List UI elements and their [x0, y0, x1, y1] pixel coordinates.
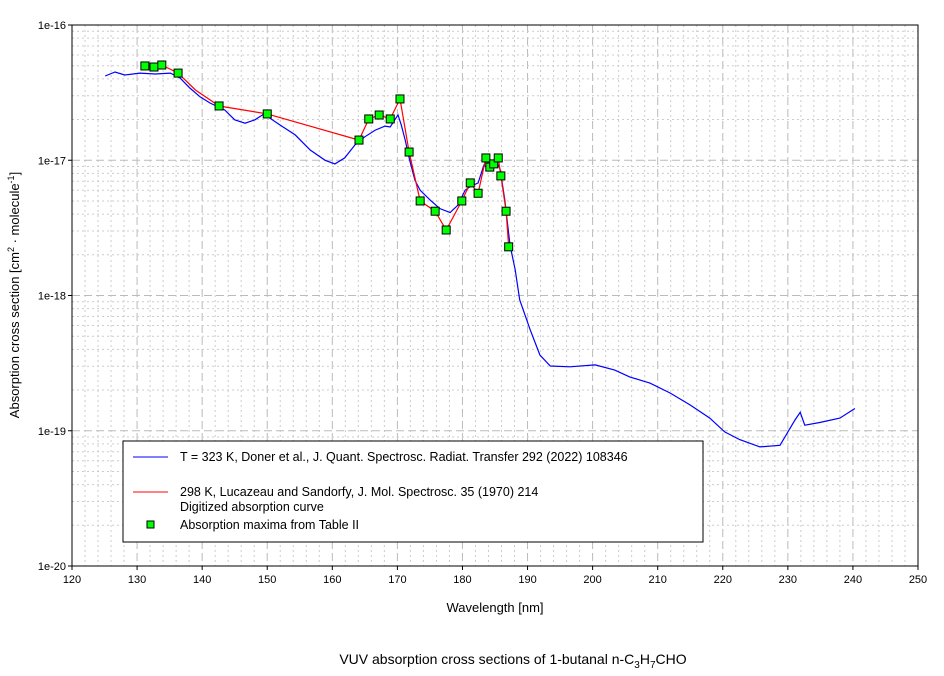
- x-tick-label: 170: [388, 574, 406, 586]
- data-point-marker: [441, 225, 451, 235]
- data-point-marker: [457, 196, 467, 206]
- data-point-marker: [430, 206, 440, 216]
- data-point-marker: [385, 114, 395, 124]
- data-point-marker: [501, 206, 511, 216]
- series-group: [104, 60, 856, 448]
- x-tick-label: 190: [518, 574, 536, 586]
- data-point-marker: [404, 147, 414, 157]
- data-point-marker: [504, 242, 514, 252]
- x-tick-label: 230: [779, 574, 797, 586]
- x-tick-label: 140: [193, 574, 211, 586]
- data-point-marker: [489, 159, 499, 169]
- series-line-1: [144, 64, 510, 247]
- y-tick-label: 1e-19: [38, 426, 66, 438]
- data-point-marker: [157, 60, 167, 70]
- data-point-marker: [473, 188, 483, 198]
- data-point-marker: [395, 94, 405, 104]
- y-tick-label: 1e-17: [38, 155, 66, 167]
- chart-title: VUV absorption cross sections of 1-butan…: [339, 651, 686, 671]
- data-point-marker: [354, 135, 364, 145]
- data-point-marker: [262, 109, 272, 119]
- data-point-marker: [140, 61, 150, 71]
- series-line-0: [104, 71, 856, 448]
- x-tick-label: 240: [844, 574, 862, 586]
- y-axis-label: Absorption cross section [cm2 · molecule…: [6, 172, 22, 418]
- data-point-marker: [173, 68, 183, 78]
- data-point-marker: [374, 110, 384, 120]
- legend: T = 323 K, Doner et al., J. Quant. Spect…: [122, 440, 704, 543]
- y-axis: 1e-16 1e-17 1e-18 1e-19 1e-20: [38, 20, 72, 573]
- data-point-marker: [149, 62, 159, 72]
- x-tick-label: 220: [714, 574, 732, 586]
- x-axis-label: Wavelength [nm]: [446, 600, 543, 615]
- legend-entry: 298 K, Lucazeau and Sandorfy, J. Mol. Sp…: [180, 485, 538, 499]
- data-point-marker: [493, 153, 503, 163]
- y-tick-label: 1e-16: [38, 20, 66, 32]
- x-tick-label: 210: [649, 574, 667, 586]
- data-point-marker: [481, 153, 491, 163]
- x-tick-label: 250: [909, 574, 927, 586]
- x-axis: 120 130 140 150 160 170 180 190 200 210 220 230 240 2…: [63, 566, 927, 586]
- x-tick-label: 130: [128, 574, 146, 586]
- legend-box: [122, 440, 704, 543]
- x-tick-label: 180: [453, 574, 471, 586]
- x-tick-label: 150: [258, 574, 276, 586]
- y-tick-label: 1e-20: [38, 561, 66, 573]
- data-point-marker: [496, 171, 506, 181]
- legend-entry: T = 323 K, Doner et al., J. Quant. Spect…: [180, 450, 628, 464]
- data-point-marker: [214, 101, 224, 111]
- x-tick-label: 120: [63, 574, 81, 586]
- data-point-marker: [364, 114, 374, 124]
- legend-entry: Absorption maxima from Table II: [180, 518, 359, 532]
- x-tick-label: 200: [583, 574, 601, 586]
- legend-swatch-marker: [146, 520, 155, 529]
- data-point-marker: [415, 196, 425, 206]
- legend-entry: Digitized absorption curve: [180, 500, 324, 514]
- data-point-marker: [465, 178, 475, 188]
- y-tick-label: 1e-18: [38, 291, 66, 303]
- x-tick-label: 160: [323, 574, 341, 586]
